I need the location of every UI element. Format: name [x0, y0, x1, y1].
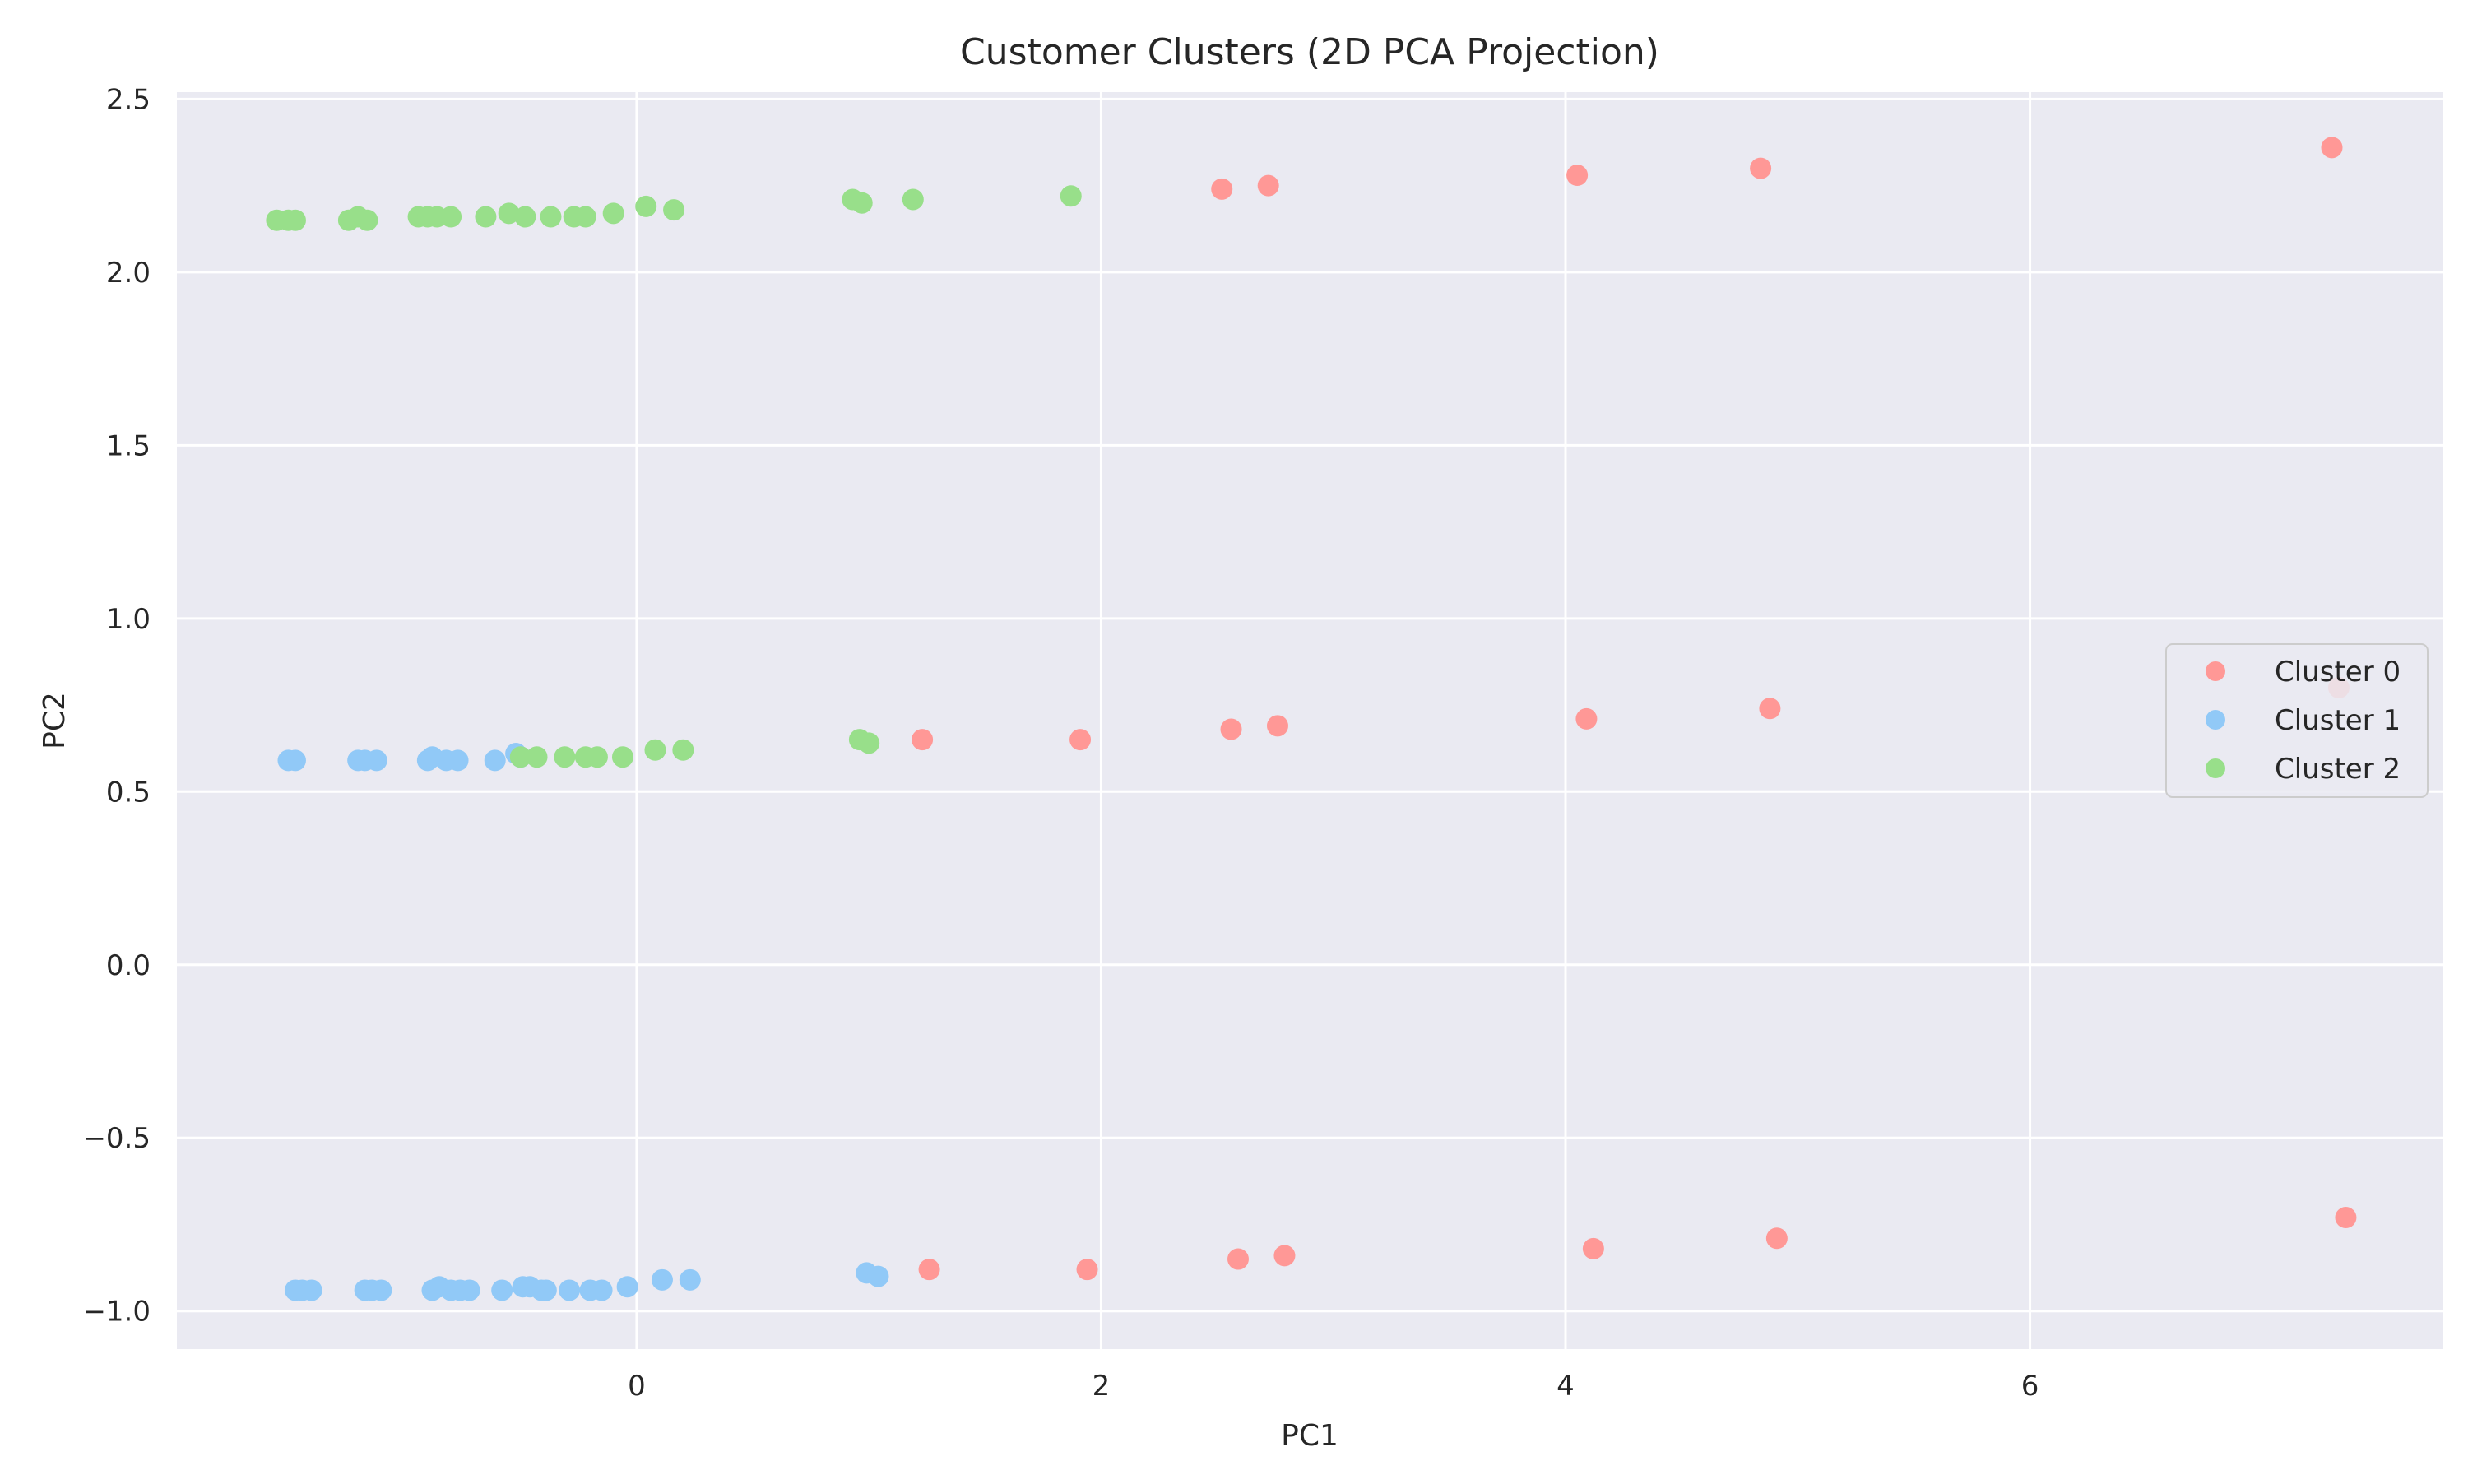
x-tick-label: 2 [1093, 1370, 1111, 1403]
data-point-cluster-0 [1266, 715, 1288, 737]
data-point-cluster-2 [902, 188, 924, 211]
data-point-cluster-0 [1257, 174, 1279, 197]
legend-label-cluster-2: Cluster 2 [2275, 753, 2401, 786]
data-point-cluster-0 [2335, 1207, 2357, 1229]
data-point-cluster-2 [586, 746, 608, 768]
data-point-cluster-2 [858, 732, 880, 754]
data-point-cluster-1 [867, 1265, 889, 1287]
data-point-cluster-0 [2321, 137, 2343, 159]
data-point-cluster-2 [663, 199, 685, 221]
data-point-cluster-2 [284, 209, 306, 231]
data-point-cluster-0 [1759, 698, 1781, 720]
data-point-cluster-1 [458, 1279, 480, 1301]
x-tick-label: 0 [628, 1370, 646, 1403]
data-point-cluster-2 [644, 739, 666, 761]
data-point-cluster-0 [1211, 178, 1233, 200]
data-point-cluster-1 [447, 749, 469, 772]
data-point-cluster-2 [509, 746, 531, 768]
data-point-cluster-2 [1060, 185, 1082, 207]
data-point-cluster-2 [440, 206, 462, 228]
data-point-cluster-1 [365, 749, 387, 772]
x-axis-label: PC1 [1281, 1419, 1338, 1453]
data-point-cluster-1 [491, 1279, 513, 1301]
legend: Cluster 0 Cluster 1 Cluster 2 [2165, 643, 2429, 798]
data-point-cluster-2 [554, 746, 576, 768]
data-point-cluster-0 [1750, 157, 1772, 179]
data-point-cluster-0 [1575, 707, 1598, 730]
y-tick-label: 2.0 [106, 257, 151, 290]
y-tick-label: 1.0 [106, 603, 151, 636]
y-tick-label: −1.0 [82, 1296, 151, 1329]
data-point-cluster-2 [475, 206, 497, 228]
data-point-cluster-2 [514, 206, 536, 228]
data-point-cluster-1 [300, 1279, 322, 1301]
y-axis-label: PC2 [38, 692, 72, 749]
data-point-cluster-0 [1227, 1248, 1249, 1270]
data-point-cluster-2 [611, 746, 633, 768]
data-point-cluster-1 [679, 1268, 701, 1291]
data-point-cluster-0 [1069, 729, 1092, 751]
plot-area [177, 92, 2443, 1349]
data-point-cluster-0 [918, 1259, 940, 1281]
data-point-cluster-2 [526, 746, 548, 768]
data-point-cluster-2 [602, 202, 624, 225]
data-point-cluster-1 [559, 1279, 581, 1301]
data-point-cluster-2 [540, 206, 562, 228]
data-point-cluster-2 [356, 209, 378, 231]
data-point-cluster-2 [851, 192, 873, 214]
legend-marker-cluster-0 [2206, 661, 2225, 681]
data-point-cluster-1 [284, 749, 306, 772]
chart-title: Customer Clusters (2D PCA Projection) [960, 31, 1659, 73]
tick-labels: 0 2 4 6 −1.0 −0.5 0.0 0.5 1.0 1.5 2.0 2.5 [82, 83, 2039, 1403]
data-point-cluster-0 [1273, 1245, 1296, 1267]
data-point-cluster-1 [484, 749, 506, 772]
x-tick-label: 6 [2021, 1370, 2039, 1403]
data-point-cluster-0 [1582, 1237, 1604, 1259]
data-point-cluster-2 [574, 206, 596, 228]
y-tick-label: 0.0 [106, 949, 151, 982]
y-tick-label: 2.5 [106, 83, 151, 116]
data-point-cluster-2 [672, 739, 694, 761]
legend-marker-cluster-2 [2206, 758, 2225, 778]
legend-label-cluster-0: Cluster 0 [2275, 656, 2401, 689]
data-point-cluster-1 [591, 1279, 613, 1301]
y-tick-label: 1.5 [106, 429, 151, 462]
data-point-cluster-2 [635, 195, 657, 217]
data-point-cluster-1 [651, 1268, 673, 1291]
data-point-cluster-0 [1220, 718, 1242, 740]
y-tick-label: −0.5 [82, 1122, 151, 1155]
data-point-cluster-2 [498, 202, 520, 225]
x-tick-label: 4 [1556, 1370, 1575, 1403]
data-point-cluster-0 [912, 729, 934, 751]
legend-label-cluster-1: Cluster 1 [2275, 704, 2401, 737]
legend-marker-cluster-1 [2206, 710, 2225, 730]
data-point-cluster-0 [1076, 1259, 1098, 1281]
data-point-cluster-0 [1765, 1227, 1788, 1250]
y-tick-label: 0.5 [106, 776, 151, 809]
data-point-cluster-0 [1566, 165, 1589, 187]
data-point-cluster-1 [535, 1279, 557, 1301]
data-point-cluster-1 [616, 1276, 638, 1298]
legend-box [2165, 643, 2429, 798]
data-point-cluster-1 [370, 1279, 392, 1301]
grid-lines [177, 92, 2443, 1349]
data-points [266, 137, 2357, 1301]
